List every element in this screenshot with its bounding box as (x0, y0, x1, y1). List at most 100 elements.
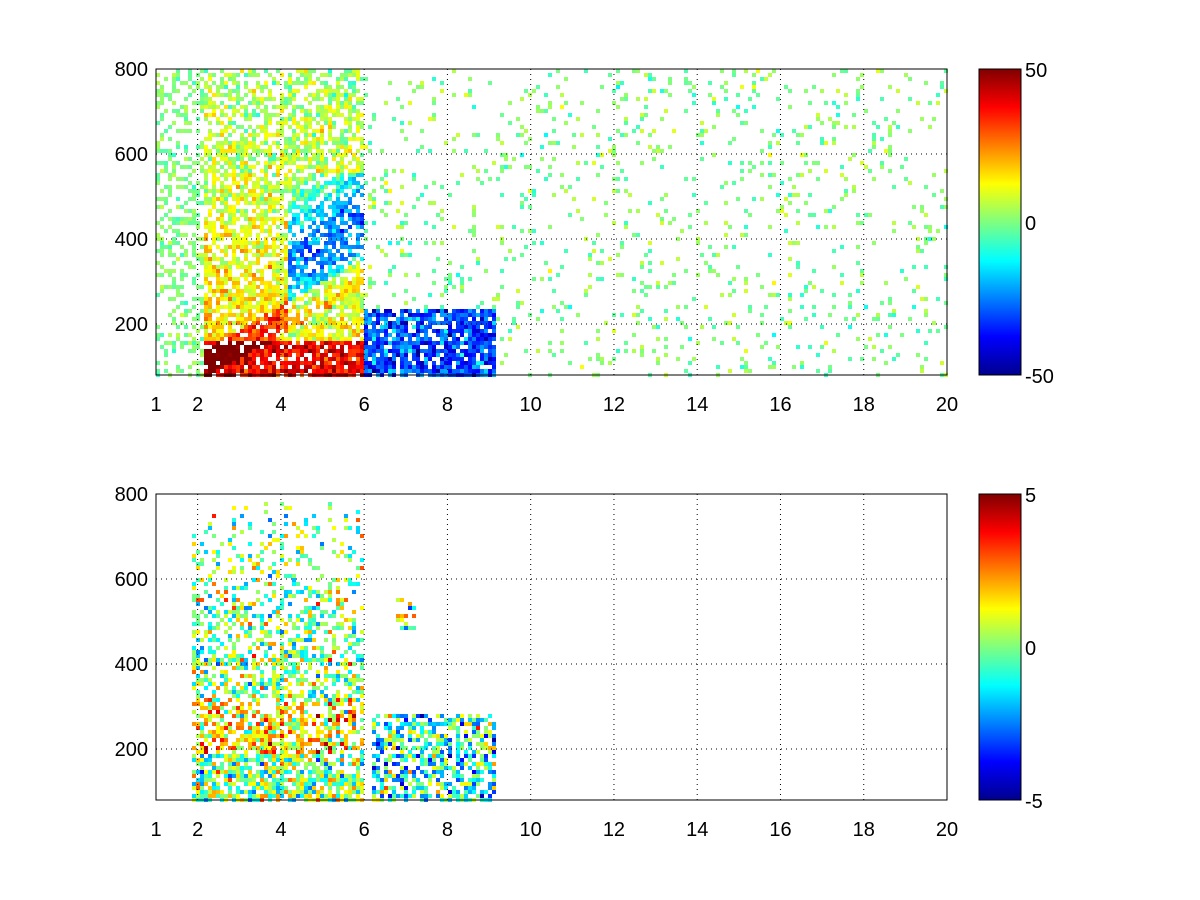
heatmap-cell (404, 273, 408, 277)
heatmap-cell (352, 89, 356, 93)
heatmap-cell (196, 650, 200, 654)
heatmap-cell (300, 774, 304, 778)
heatmap-cell (872, 137, 876, 141)
heatmap-cell (252, 281, 256, 285)
heatmap-cell (264, 229, 268, 233)
heatmap-cell (292, 722, 296, 726)
heatmap-cell (208, 369, 212, 373)
heatmap-cell (804, 289, 808, 293)
heatmap-cell (268, 742, 272, 746)
heatmap-cell (224, 333, 228, 337)
heatmap-cell (268, 253, 272, 257)
heatmap-cell (384, 365, 388, 369)
heatmap-cell (356, 225, 360, 229)
heatmap-cell (288, 325, 292, 329)
heatmap-cell (592, 241, 596, 245)
heatmap-cell (840, 281, 844, 285)
heatmap-cell (420, 81, 424, 85)
heatmap-cell (232, 762, 236, 766)
heatmap-cell (356, 345, 360, 349)
heatmap-cell (296, 221, 300, 225)
heatmap-cell (364, 365, 368, 369)
heatmap-cell (424, 185, 428, 189)
heatmap-cell (288, 762, 292, 766)
heatmap-cell (364, 221, 368, 225)
heatmap-cell (608, 257, 612, 261)
heatmap-cell (360, 281, 364, 285)
heatmap-cell (228, 341, 232, 345)
heatmap-cell (728, 141, 732, 145)
heatmap-cell (208, 361, 212, 365)
heatmap-cell (200, 638, 204, 642)
heatmap-cell (836, 121, 840, 125)
x-tick-label: 14 (686, 394, 708, 416)
heatmap-cell (280, 722, 284, 726)
heatmap-cell (176, 285, 180, 289)
heatmap-cell (220, 337, 224, 341)
heatmap-cell (316, 301, 320, 305)
heatmap-cell (292, 782, 296, 786)
heatmap-cell (384, 353, 388, 357)
heatmap-cell (316, 289, 320, 293)
heatmap-cell (332, 109, 336, 113)
heatmap-cell (232, 237, 236, 241)
heatmap-cell (460, 333, 464, 337)
heatmap-cell (204, 590, 208, 594)
heatmap-cell (808, 101, 812, 105)
heatmap-cell (276, 369, 280, 373)
heatmap-cell (308, 361, 312, 365)
heatmap-cell (340, 305, 344, 309)
heatmap-cell (156, 101, 160, 105)
heatmap-cell (268, 73, 272, 77)
heatmap-cell (308, 714, 312, 718)
heatmap-cell (700, 253, 704, 257)
heatmap-cell (220, 113, 224, 117)
heatmap-cell (268, 225, 272, 229)
heatmap-cell (236, 97, 240, 101)
heatmap-cell (232, 257, 236, 261)
heatmap-cell (160, 89, 164, 93)
heatmap-cell (224, 273, 228, 277)
heatmap-cell (664, 353, 668, 357)
heatmap-cell (444, 289, 448, 293)
heatmap-cell (596, 329, 600, 333)
heatmap-cell (432, 281, 436, 285)
heatmap-cell (284, 317, 288, 321)
heatmap-cell (312, 141, 316, 145)
heatmap-cell (256, 590, 260, 594)
heatmap-cell (380, 349, 384, 353)
heatmap-cell (544, 177, 548, 181)
heatmap-cell (516, 289, 520, 293)
heatmap-cell (340, 217, 344, 221)
heatmap-cell (244, 682, 248, 686)
heatmap-cell (248, 145, 252, 149)
heatmap-cell (336, 265, 340, 269)
heatmap-cell (176, 337, 180, 341)
heatmap-cell (232, 369, 236, 373)
heatmap-cell (692, 193, 696, 197)
heatmap-cell (476, 361, 480, 365)
heatmap-cell (184, 113, 188, 117)
heatmap-cell (196, 329, 200, 333)
heatmap-cell (324, 225, 328, 229)
heatmap-cell (360, 193, 364, 197)
heatmap-cell (432, 269, 436, 273)
heatmap-cell (288, 317, 292, 321)
heatmap-cell (788, 241, 792, 245)
heatmap-cell (240, 602, 244, 606)
heatmap-cell (220, 734, 224, 738)
heatmap-cell (292, 662, 296, 666)
heatmap-cell (272, 237, 276, 241)
heatmap-cell (464, 317, 468, 321)
heatmap-cell (288, 341, 292, 345)
heatmap-cell (872, 145, 876, 149)
heatmap-cell (324, 85, 328, 89)
heatmap-cell (692, 177, 696, 181)
heatmap-cell (372, 197, 376, 201)
heatmap-cell (416, 357, 420, 361)
heatmap-cell (236, 614, 240, 618)
heatmap-cell (316, 325, 320, 329)
heatmap-cell (176, 221, 180, 225)
heatmap-cell (328, 321, 332, 325)
heatmap-cell (200, 97, 204, 101)
